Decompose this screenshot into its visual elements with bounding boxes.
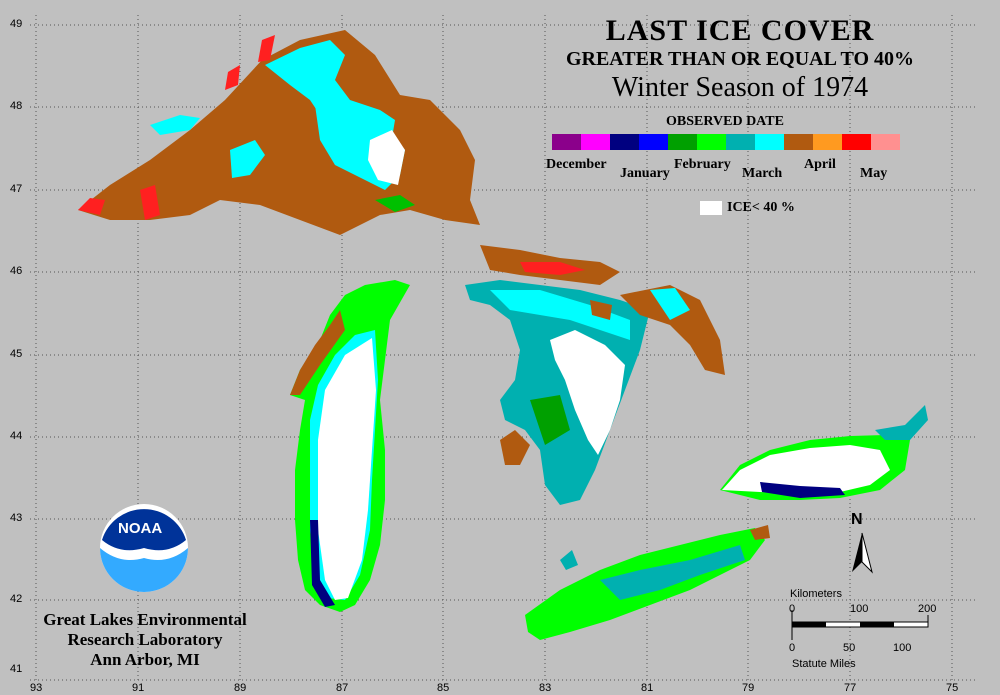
legend-month: May	[860, 166, 888, 181]
scale-mi-tick: 0	[789, 642, 796, 654]
legend-swatch	[784, 134, 813, 150]
org-line3: Ann Arbor, MI	[90, 650, 200, 669]
noaa-logo	[100, 504, 188, 592]
lat-label: 41	[10, 663, 23, 675]
org-line1: Great Lakes Environmental	[43, 610, 247, 629]
scale-km-tick: 200	[918, 603, 937, 615]
scale-mi-tick: 50	[843, 642, 856, 654]
lake-huron	[465, 245, 725, 505]
lake-ontario	[720, 405, 928, 500]
scale-km-tick: 100	[850, 603, 869, 615]
lon-label: 79	[742, 682, 755, 694]
legend-heading: OBSERVED DATE	[666, 114, 784, 129]
lake-michigan	[290, 280, 410, 612]
legend-month: March	[742, 166, 783, 181]
scale-bar	[791, 610, 929, 640]
title-line1: LAST ICE COVER	[605, 14, 875, 47]
lat-label: 43	[10, 512, 23, 524]
ice-less-40-label: ICE< 40 %	[727, 200, 795, 215]
lon-label: 85	[437, 682, 450, 694]
legend-color-bar	[552, 134, 900, 150]
legend-month: April	[804, 157, 836, 172]
lon-label: 75	[946, 682, 959, 694]
legend-month: December	[546, 157, 607, 172]
lon-label: 83	[539, 682, 552, 694]
lat-label: 46	[10, 265, 23, 277]
lon-label: 87	[336, 682, 349, 694]
lat-label: 49	[10, 18, 23, 30]
lon-label: 81	[641, 682, 654, 694]
legend-swatch	[581, 134, 610, 150]
lat-label: 47	[10, 183, 23, 195]
lat-label: 42	[10, 593, 23, 605]
scale-km-tick: 0	[789, 603, 796, 615]
lon-label: 77	[844, 682, 857, 694]
scale-mi-tick: 100	[893, 642, 912, 654]
north-arrow	[852, 532, 873, 574]
legend-swatch	[697, 134, 726, 150]
noaa-logo-text: NOAA	[118, 520, 163, 537]
legend-swatch	[668, 134, 697, 150]
legend-swatch	[813, 134, 842, 150]
north-label: N	[851, 511, 863, 528]
lat-label: 45	[10, 348, 23, 360]
lon-label: 89	[234, 682, 247, 694]
title-line3: Winter Season of 1974	[611, 72, 869, 103]
legend-swatch	[639, 134, 668, 150]
legend-month: January	[620, 166, 670, 181]
lake-superior	[78, 30, 480, 235]
title-line2: GREATER THAN OR EQUAL TO 40%	[565, 48, 915, 70]
lon-label: 93	[30, 682, 43, 694]
lake-erie	[525, 525, 770, 640]
legend-swatch	[552, 134, 581, 150]
legend-swatch	[610, 134, 639, 150]
lat-label: 44	[10, 430, 23, 442]
ice-less-40-swatch	[700, 201, 722, 215]
legend-swatch	[726, 134, 755, 150]
legend-swatch	[871, 134, 900, 150]
org-line2: Research Laboratory	[67, 630, 223, 649]
legend-swatch	[755, 134, 784, 150]
legend-swatch	[842, 134, 871, 150]
scale-mi-title: Statute Miles	[792, 658, 856, 670]
legend-month: February	[674, 157, 731, 172]
scale-km-title: Kilometers	[790, 588, 842, 600]
lat-label: 48	[10, 100, 23, 112]
lon-label: 91	[132, 682, 145, 694]
